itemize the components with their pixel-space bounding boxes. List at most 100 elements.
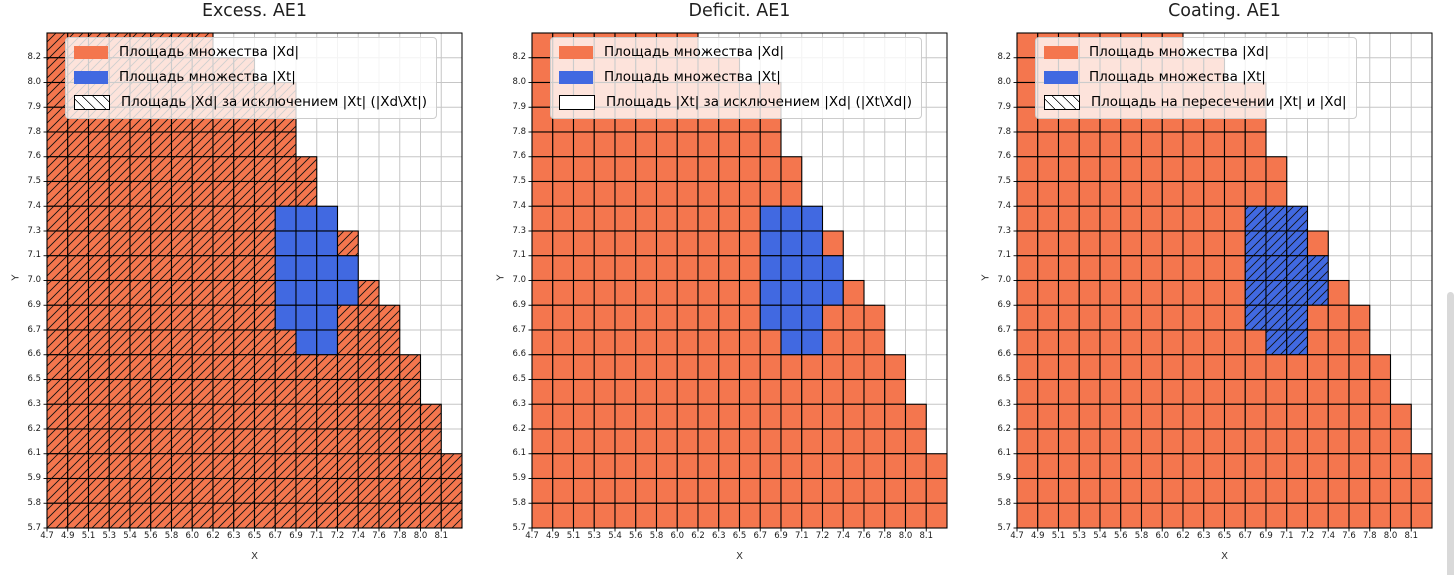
cell-hatch-overlay [233, 379, 255, 405]
cell-xd [593, 230, 616, 257]
cell-hatch-overlay [233, 280, 255, 306]
cell-xd [572, 403, 595, 430]
cell-xd [531, 477, 554, 504]
cell-hatch-overlay [192, 156, 213, 182]
cell-hatch-overlay [192, 330, 213, 355]
cell-xd [1223, 205, 1246, 232]
cell-xd [552, 502, 575, 529]
cell-hatch-overlay [150, 404, 172, 429]
cell-xd [552, 453, 575, 480]
cell-xt [780, 329, 803, 356]
cell-hatch-overlay [47, 379, 68, 405]
cell-hatch-overlay [1245, 280, 1266, 306]
y-tick-label: 7.8 [512, 126, 526, 137]
cell-hatch-overlay [67, 206, 89, 231]
cell-xd [1182, 156, 1205, 183]
cell-hatch-overlay [130, 181, 151, 207]
cell-xd [801, 403, 824, 430]
cell-xd [1037, 502, 1060, 529]
cell-hatch-overlay [67, 156, 89, 182]
cell-xd [842, 304, 865, 331]
cell-xd [676, 403, 699, 430]
cell-xd [1182, 180, 1205, 207]
cell-xd [1016, 354, 1039, 381]
cell-hatch-overlay [379, 429, 400, 454]
cell-hatch-overlay [441, 503, 462, 528]
cell-xd [1348, 403, 1371, 430]
x-tick-label: 4.7 [40, 531, 54, 541]
cell-xd [552, 205, 575, 232]
cell-xd [552, 180, 575, 207]
cell-xd [718, 156, 741, 183]
cell-xd [1078, 502, 1101, 529]
x-tick-label: 7.6 [857, 531, 871, 541]
cell-xd [676, 156, 699, 183]
legend-label: Площадь |Xt| за исключением |Xd| (|Xt\Xd… [606, 94, 913, 111]
cell-xd [614, 180, 637, 207]
cell-hatch-overlay [399, 503, 421, 528]
cell-xd [1099, 255, 1122, 282]
cell-xd [1099, 453, 1122, 480]
cell-xd [635, 304, 658, 331]
cell-hatch-overlay [296, 354, 317, 380]
cell-xd [1120, 329, 1143, 356]
cell-xd [655, 453, 678, 480]
cell-xd [1223, 131, 1246, 158]
cell-hatch-overlay [150, 132, 172, 157]
y-tick-label: 6.1 [512, 448, 526, 459]
cell-xd [821, 428, 844, 455]
cell-xd [1369, 403, 1392, 430]
cell-hatch-overlay [67, 379, 89, 405]
cell-xd [531, 428, 554, 455]
legend-label: Площадь множества |Xt| [604, 69, 781, 86]
cell-xd [759, 354, 782, 381]
legend-swatch-xd [559, 45, 593, 59]
cell-xd [614, 230, 637, 257]
cell-hatch-overlay [130, 305, 151, 330]
cell-xd [635, 354, 658, 381]
cell-xd [821, 378, 844, 405]
cell-xd [1016, 279, 1039, 306]
cell-xd [780, 156, 803, 183]
cell-xd [1037, 453, 1060, 480]
cell-hatch-overlay [171, 305, 193, 330]
y-tick-label: 6.7 [27, 324, 41, 335]
cell-xd [1140, 329, 1163, 356]
cell-xd [1244, 403, 1267, 430]
legend-swatch-xt [559, 70, 593, 84]
cell-hatch-overlay [88, 330, 110, 355]
cell-xd [1099, 304, 1122, 331]
cell-hatch-overlay [109, 354, 130, 380]
cell-xd [1140, 131, 1163, 158]
cell-xd [1016, 205, 1039, 232]
cell-xd [552, 354, 575, 381]
cell-xt [274, 279, 297, 306]
cell-xd [531, 180, 554, 207]
y-tick-label: 7.0 [512, 275, 526, 285]
cell-xd [572, 131, 595, 158]
cell-xd [1120, 131, 1143, 158]
cell-hatch-overlay [337, 503, 359, 528]
cell-xd [884, 403, 907, 430]
cell-xd [1057, 255, 1080, 282]
cell-xd [1203, 403, 1226, 430]
cell-hatch-overlay [1266, 280, 1287, 306]
cell-xd [1140, 403, 1163, 430]
x-tick-label: 5.6 [628, 531, 643, 541]
cell-xd [635, 477, 658, 504]
cell-xd [1057, 230, 1080, 257]
x-tick-label: 5.8 [1134, 531, 1149, 541]
scrollbar-thumb[interactable] [1447, 292, 1454, 575]
cell-hatch-overlay [254, 379, 276, 405]
cell-xd [614, 205, 637, 232]
cell-xt [759, 255, 782, 282]
cell-hatch-overlay [254, 255, 276, 281]
cell-hatch-overlay [67, 280, 89, 306]
subplot-deficit: Deficit. AE1 X Y 4.7 4.9 5.1 5.3 5.4 5.6 5.8 6.… [496, 0, 948, 575]
cell-xd [1265, 453, 1288, 480]
cell-xd [1016, 255, 1039, 282]
cell-xd [552, 378, 575, 405]
legend-item: Площадь множества |Xt| [559, 69, 912, 85]
cell-xd [1057, 477, 1080, 504]
cell-xd [1057, 205, 1080, 232]
